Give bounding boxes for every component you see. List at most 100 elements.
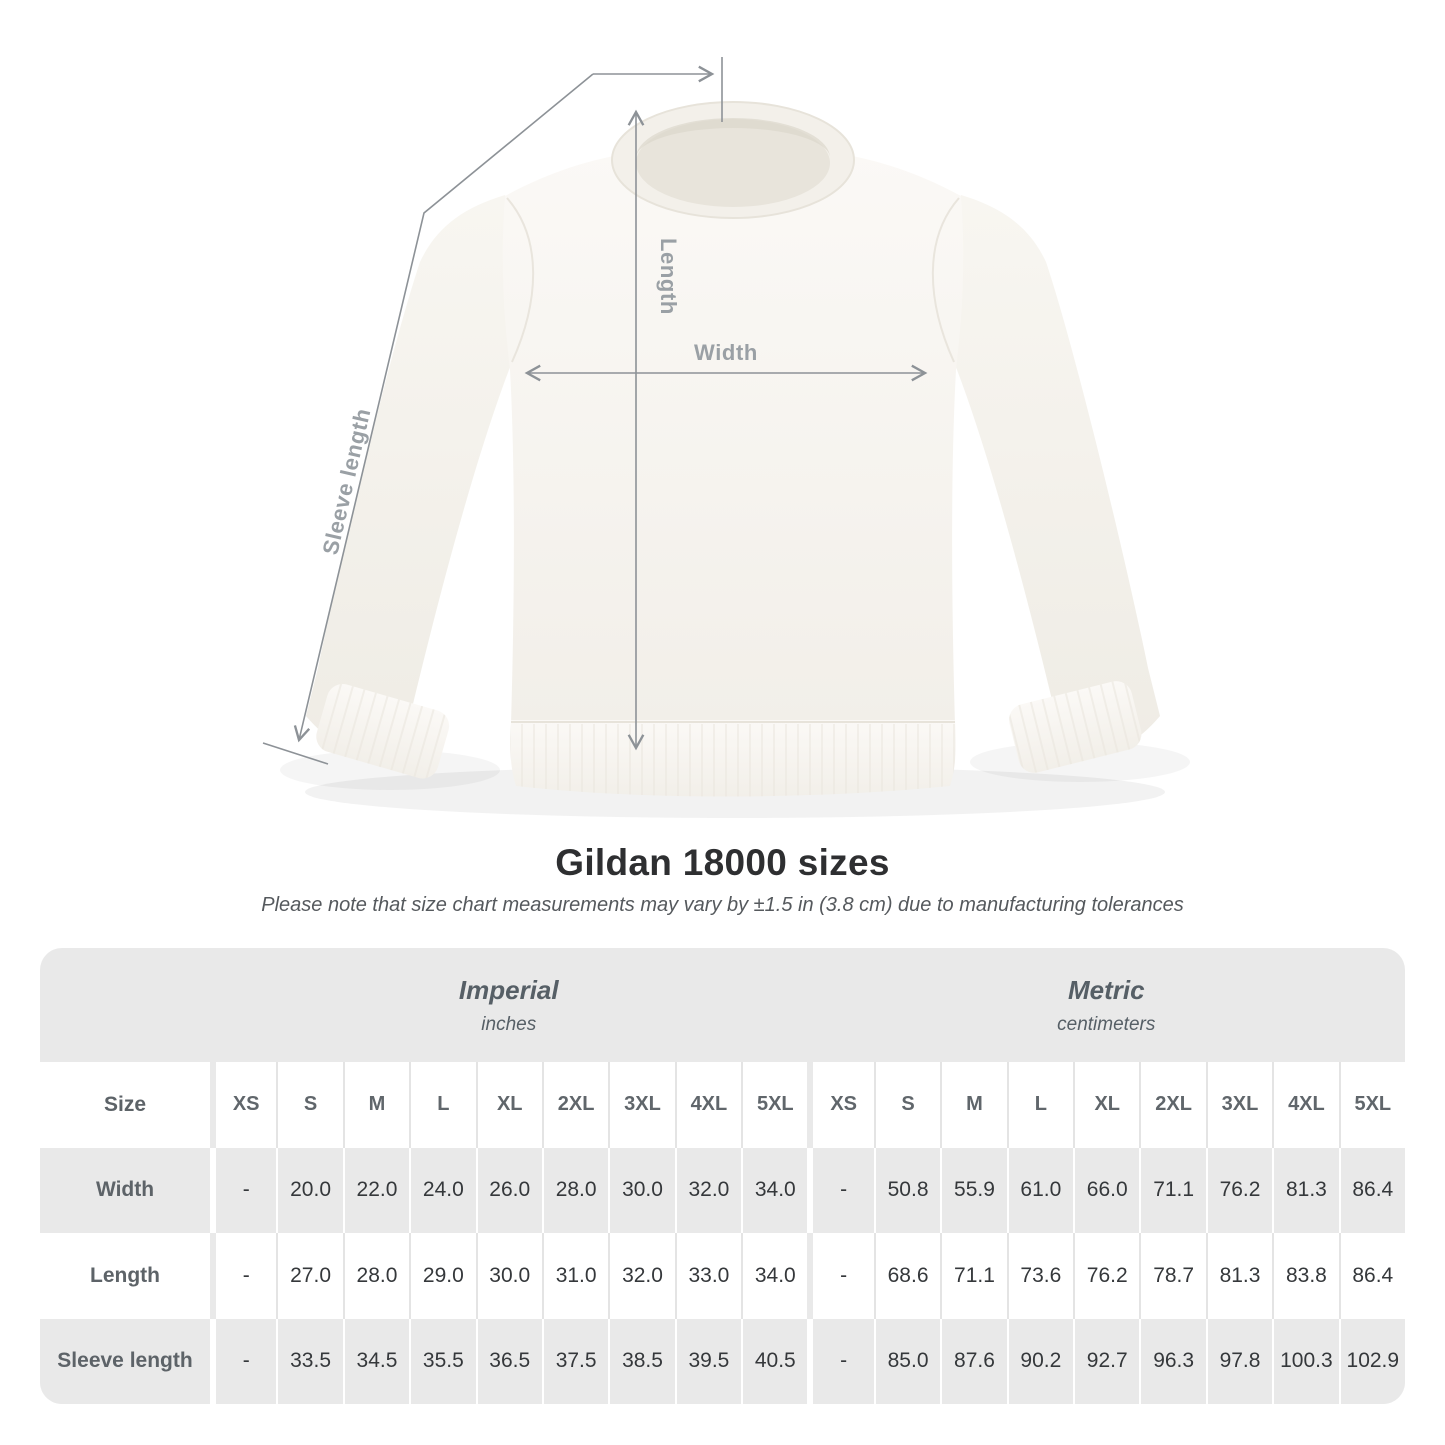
- length-value: 86.4: [1338, 1233, 1405, 1319]
- width-value: 26.0: [475, 1147, 542, 1233]
- size-col-header: 2XL: [1139, 1062, 1206, 1148]
- sleeve-value: 102.9: [1338, 1318, 1405, 1404]
- sleeve-value: 33.5: [276, 1318, 343, 1404]
- length-value: 28.0: [342, 1233, 410, 1319]
- width-value: 50.8: [873, 1147, 941, 1233]
- sleeve-value: -: [210, 1318, 277, 1404]
- imperial-title: Imperial: [458, 974, 559, 1005]
- sleeve-value: 34.5: [342, 1318, 410, 1404]
- length-value: 83.8: [1272, 1233, 1339, 1319]
- length-value: 68.6: [873, 1233, 941, 1319]
- width-value: -: [210, 1147, 277, 1233]
- length-value: 27.0: [276, 1233, 343, 1319]
- body-panel: [502, 146, 964, 724]
- size-col-header: 3XL: [1205, 1062, 1273, 1148]
- size-col-header: 5XL: [1338, 1062, 1405, 1148]
- width-row: Width - 20.0 22.0 24.0 26.0 28.0 30.0 32…: [40, 1147, 1405, 1233]
- size-col-header: XL: [475, 1062, 542, 1148]
- length-value: 34.0: [741, 1233, 808, 1319]
- length-value: -: [210, 1233, 277, 1319]
- sleeve-value: 39.5: [674, 1318, 742, 1404]
- sleeve-diagonal-arrow: [293, 73, 594, 743]
- sleeve-value: 40.5: [741, 1318, 808, 1404]
- size-table: Imperial inches Metric centimeters Size …: [40, 948, 1405, 1404]
- size-header-row: Size XS S M L XL 2XL 3XL 4XL 5XL XS S M …: [40, 1062, 1405, 1148]
- metric-unit: centimeters: [1057, 1013, 1156, 1035]
- sweatshirt-image: [306, 101, 1160, 797]
- length-value: 73.6: [1006, 1233, 1074, 1319]
- size-col-header: XS: [807, 1062, 874, 1148]
- length-value: 71.1: [940, 1233, 1007, 1319]
- length-value: 33.0: [674, 1233, 742, 1319]
- width-value: 20.0: [276, 1147, 343, 1233]
- hem-band: [510, 720, 956, 797]
- length-value: 78.7: [1139, 1233, 1206, 1319]
- size-col-header: 2XL: [541, 1062, 609, 1148]
- width-value: 34.0: [741, 1147, 808, 1233]
- metric-section-header: Metric centimeters: [808, 975, 1406, 1036]
- sleeve-value: -: [807, 1318, 874, 1404]
- length-value: 76.2: [1073, 1233, 1140, 1319]
- size-col-header: S: [873, 1062, 941, 1148]
- right-cuff: [1009, 681, 1142, 773]
- size-row-label: Size: [40, 1062, 210, 1148]
- width-value: 76.2: [1205, 1147, 1273, 1233]
- imperial-section-header: Imperial inches: [210, 975, 808, 1036]
- page-title: Gildan 18000 sizes: [555, 842, 890, 883]
- size-col-header: 3XL: [608, 1062, 675, 1148]
- width-value: -: [807, 1147, 874, 1233]
- metric-title: Metric: [1067, 974, 1145, 1005]
- sleeve-length-line: [262, 57, 723, 765]
- width-value: 66.0: [1073, 1147, 1140, 1233]
- size-col-header: M: [940, 1062, 1007, 1148]
- width-value: 32.0: [674, 1147, 742, 1233]
- size-col-header: 5XL: [741, 1062, 808, 1148]
- sleeve-row-label: Sleeve length: [40, 1318, 210, 1404]
- size-col-header: S: [276, 1062, 343, 1148]
- collar: [611, 101, 855, 219]
- sleeve-value: 90.2: [1006, 1318, 1074, 1404]
- left-armhole-seam: [506, 197, 535, 363]
- width-value: 81.3: [1272, 1147, 1339, 1233]
- sweatshirt-measurement-diagram: Length Width Sleeve length: [262, 57, 1190, 818]
- length-value: 29.0: [409, 1233, 476, 1319]
- width-value: 28.0: [541, 1147, 609, 1233]
- sleeve-length-row: Sleeve length - 33.5 34.5 35.5 36.5 37.5…: [40, 1318, 1405, 1404]
- width-value: 86.4: [1338, 1147, 1405, 1233]
- width-value: 30.0: [608, 1147, 675, 1233]
- length-row-label: Length: [40, 1233, 210, 1319]
- right-sleeve: [946, 195, 1160, 755]
- length-value: 32.0: [608, 1233, 675, 1319]
- size-col-header: M: [342, 1062, 410, 1148]
- sleeve-value: 97.8: [1205, 1318, 1273, 1404]
- width-value: 24.0: [409, 1147, 476, 1233]
- sleeve-value: 37.5: [541, 1318, 609, 1404]
- sleeve-value: 100.3: [1272, 1318, 1339, 1404]
- sleeve-value: 92.7: [1073, 1318, 1140, 1404]
- right-armhole-seam: [931, 197, 960, 363]
- length-value: 81.3: [1205, 1233, 1273, 1319]
- sleeve-value: 85.0: [873, 1318, 941, 1404]
- length-row: Length - 27.0 28.0 29.0 30.0 31.0 32.0 3…: [40, 1233, 1405, 1319]
- size-col-header: L: [409, 1062, 476, 1148]
- sleeve-value: 38.5: [608, 1318, 675, 1404]
- size-col-header: XL: [1073, 1062, 1140, 1148]
- sleeve-value: 36.5: [475, 1318, 542, 1404]
- left-sleeve: [306, 195, 520, 755]
- cuff-tick: [262, 742, 329, 765]
- sleeve-value: 87.6: [940, 1318, 1007, 1404]
- tolerance-note: Please note that size chart measurements…: [261, 894, 1184, 916]
- length-label: Length: [656, 238, 681, 315]
- width-value: 71.1: [1139, 1147, 1206, 1233]
- size-col-header: L: [1006, 1062, 1074, 1148]
- size-col-header: 4XL: [674, 1062, 742, 1148]
- sleeve-value: 96.3: [1139, 1318, 1206, 1404]
- length-value: 31.0: [541, 1233, 609, 1319]
- length-value: -: [807, 1233, 874, 1319]
- length-value: 30.0: [475, 1233, 542, 1319]
- width-value: 55.9: [940, 1147, 1007, 1233]
- width-row-label: Width: [40, 1147, 210, 1233]
- imperial-unit: inches: [481, 1013, 537, 1035]
- width-value: 22.0: [342, 1147, 410, 1233]
